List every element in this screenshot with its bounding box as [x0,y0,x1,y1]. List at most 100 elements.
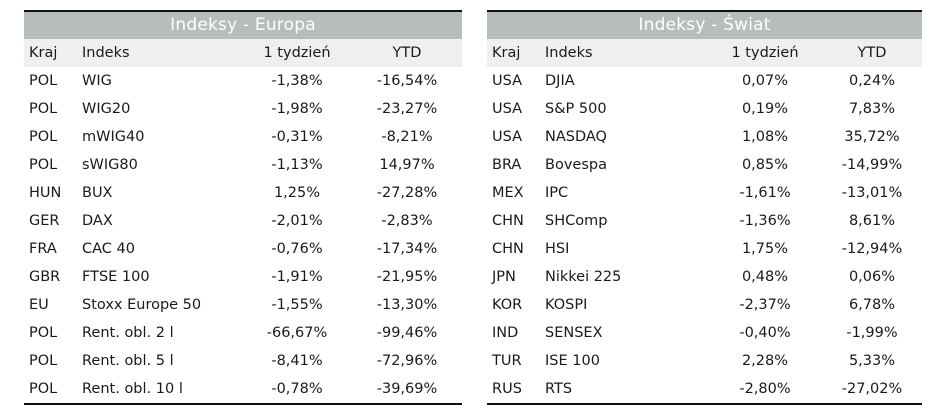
cell-country: POL [29,325,58,341]
cell-country: POL [29,157,58,173]
cell-ytd: -13,30% [376,297,438,313]
cell-week: -1,55% [271,297,323,313]
cell-week: 0,48% [741,269,789,285]
table-row: GBR FTSE 100 -1,91% -21,95% [24,263,462,291]
cell-index: DJIA [545,73,575,89]
cell-country: GER [29,213,60,229]
world-header-row: Kraj Indeks 1 tydzień YTD [487,39,922,67]
cell-country: POL [29,101,58,117]
table-row: IND SENSEX -0,40% -1,99% [487,319,922,347]
cell-week: -8,41% [271,353,323,369]
cell-index: Rent. obl. 10 l [82,381,183,397]
cell-ytd: 5,33% [848,353,896,369]
cell-week: -0,76% [271,241,323,257]
table-row: CHN SHComp -1,36% 8,61% [487,207,922,235]
table-row: BRA Bovespa 0,85% -14,99% [487,151,922,179]
header-index: Indeks [545,45,593,61]
cell-index: IPC [545,185,569,201]
cell-index: RTS [545,381,573,397]
world-rows: USA DJIA 0,07% 0,24% USA S&P 500 0,19% 7,83% USA… [487,67,922,403]
cell-ytd: -21,95% [376,269,438,285]
cell-week: 0,19% [741,101,789,117]
cell-index: WIG [82,73,112,89]
cell-week: -1,13% [271,157,323,173]
cell-week: -1,98% [271,101,323,117]
cell-index: KOSPI [545,297,588,313]
cell-index: SENSEX [545,325,603,341]
top-rule [487,10,922,12]
cell-week: -2,80% [739,381,791,397]
cell-index: DAX [82,213,113,229]
cell-week: -0,40% [739,325,791,341]
cell-country: CHN [492,241,524,257]
cell-index: WIG20 [82,101,131,117]
cell-week: 0,07% [741,73,789,89]
cell-index: NASDAQ [545,129,607,145]
cell-country: USA [492,73,523,89]
cell-index: Rent. obl. 2 l [82,325,174,341]
table-row: POL Rent. obl. 10 l -0,78% -39,69% [24,375,462,403]
header-week: 1 tydzień [263,45,331,61]
cell-ytd: -72,96% [376,353,438,369]
europe-rows: POL WIG -1,38% -16,54% POL WIG20 -1,98% -23,27%… [24,67,462,403]
cell-ytd: 6,78% [848,297,896,313]
cell-country: RUS [492,381,522,397]
table-row: FRA CAC 40 -0,76% -17,34% [24,235,462,263]
cell-index: S&P 500 [545,101,607,117]
cell-country: GBR [29,269,61,285]
europe-table: Indeksy - Europa Kraj Indeks 1 tydzień Y… [24,10,462,405]
table-row: RUS RTS -2,80% -27,02% [487,375,922,403]
table-row: POL mWIG40 -0,31% -8,21% [24,123,462,151]
cell-ytd: 0,24% [848,73,896,89]
header-country: Kraj [492,45,521,61]
cell-country: POL [29,73,58,89]
cell-country: TUR [492,353,522,369]
table-row: TUR ISE 100 2,28% 5,33% [487,347,922,375]
cell-index: Stoxx Europe 50 [82,297,202,313]
cell-country: JPN [492,269,516,285]
header-ytd: YTD [392,45,422,61]
cell-index: FTSE 100 [82,269,150,285]
cell-week: -1,61% [739,185,791,201]
cell-index: HSI [545,241,570,257]
cell-ytd: -12,94% [841,241,903,257]
cell-index: Bovespa [545,157,607,173]
cell-week: 1,25% [273,185,321,201]
cell-index: BUX [82,185,113,201]
cell-ytd: -39,69% [376,381,438,397]
cell-index: mWIG40 [82,129,145,145]
cell-index: Nikkei 225 [545,269,622,285]
table-row: MEX IPC -1,61% -13,01% [487,179,922,207]
table-row: USA S&P 500 0,19% 7,83% [487,95,922,123]
cell-ytd: -8,21% [381,129,433,145]
cell-country: IND [492,325,519,341]
cell-week: -0,78% [271,381,323,397]
cell-index: SHComp [545,213,608,229]
cell-country: POL [29,353,58,369]
cell-week: -1,91% [271,269,323,285]
cell-country: BRA [492,157,522,173]
table-row: EU Stoxx Europe 50 -1,55% -13,30% [24,291,462,319]
cell-ytd: -16,54% [376,73,438,89]
cell-ytd: -27,28% [376,185,438,201]
table-row: POL Rent. obl. 2 l -66,67% -99,46% [24,319,462,347]
top-rule [24,10,462,12]
cell-week: -2,37% [739,297,791,313]
cell-country: MEX [492,185,524,201]
cell-week: -66,67% [266,325,328,341]
cell-index: Rent. obl. 5 l [82,353,174,369]
cell-week: 0,85% [741,157,789,173]
table-row: CHN HSI 1,75% -12,94% [487,235,922,263]
table-row: POL sWIG80 -1,13% 14,97% [24,151,462,179]
cell-country: HUN [29,185,62,201]
cell-week: -1,38% [271,73,323,89]
table-row: GER DAX -2,01% -2,83% [24,207,462,235]
cell-country: EU [29,297,49,313]
cell-ytd: -1,99% [846,325,898,341]
bottom-rule [24,403,462,405]
cell-country: POL [29,129,58,145]
header-index: Indeks [82,45,130,61]
cell-country: POL [29,381,58,397]
cell-ytd: -99,46% [376,325,438,341]
cell-country: CHN [492,213,524,229]
